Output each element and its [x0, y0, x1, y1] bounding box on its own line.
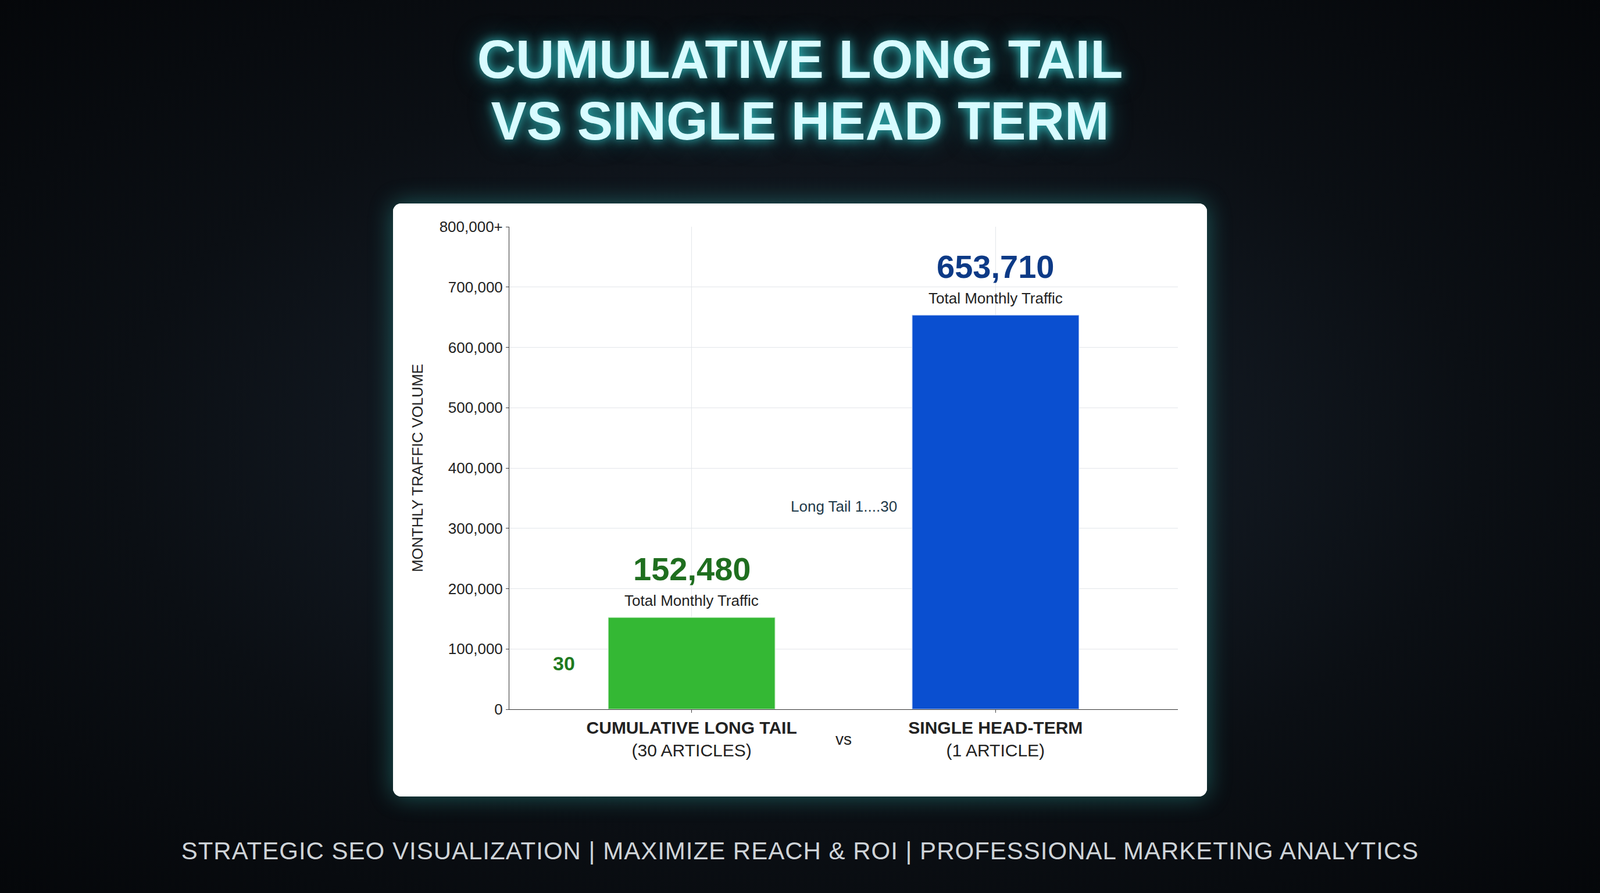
- svg-text:500,000: 500,000: [448, 398, 503, 417]
- svg-text:400,000: 400,000: [448, 459, 503, 477]
- svg-text:Total Monthly Traffic: Total Monthly Traffic: [928, 289, 1063, 307]
- svg-text:0: 0: [494, 700, 503, 719]
- svg-text:Total Monthly Traffic: Total Monthly Traffic: [624, 591, 759, 610]
- html-text:CUMULATIVE LONG TAIL: CUMULATIVE LONG TAIL: [477, 29, 1123, 89]
- svg-text:600,000: 600,000: [448, 338, 503, 357]
- html-text:STRATEGIC SEO VISUALIZATION |: STRATEGIC SEO VISUALIZATION | MAXIMIZE R…: [181, 837, 1419, 865]
- svg-text:700,000: 700,000: [448, 278, 503, 296]
- svg-text:Long Tail 1....30: Long Tail 1....30: [790, 497, 898, 516]
- html-text:VS SINGLE HEAD TERM: VS SINGLE HEAD TERM: [490, 91, 1110, 151]
- svg-text:653,710: 653,710: [936, 248, 1055, 285]
- svg-text:vs: vs: [835, 730, 852, 749]
- svg-text:100,000: 100,000: [448, 640, 503, 658]
- svg-text:SINGLE HEAD-TERM(1 ARTICLE): SINGLE HEAD-TERM(1 ARTICLE): [908, 718, 1083, 760]
- svg-text:152,480: 152,480: [633, 550, 751, 588]
- svg-text:800,000+: 800,000+: [439, 218, 503, 236]
- svg-text:30: 30: [552, 652, 575, 675]
- svg-text:MONTHLY TRAFFIC VOLUME: MONTHLY TRAFFIC VOLUME: [408, 363, 427, 573]
- svg-text:CUMULATIVE LONG TAIL(30 ARTICL: CUMULATIVE LONG TAIL(30 ARTICLES): [586, 718, 798, 760]
- svg-text:200,000: 200,000: [448, 580, 503, 598]
- svg-text:300,000: 300,000: [448, 519, 503, 538]
